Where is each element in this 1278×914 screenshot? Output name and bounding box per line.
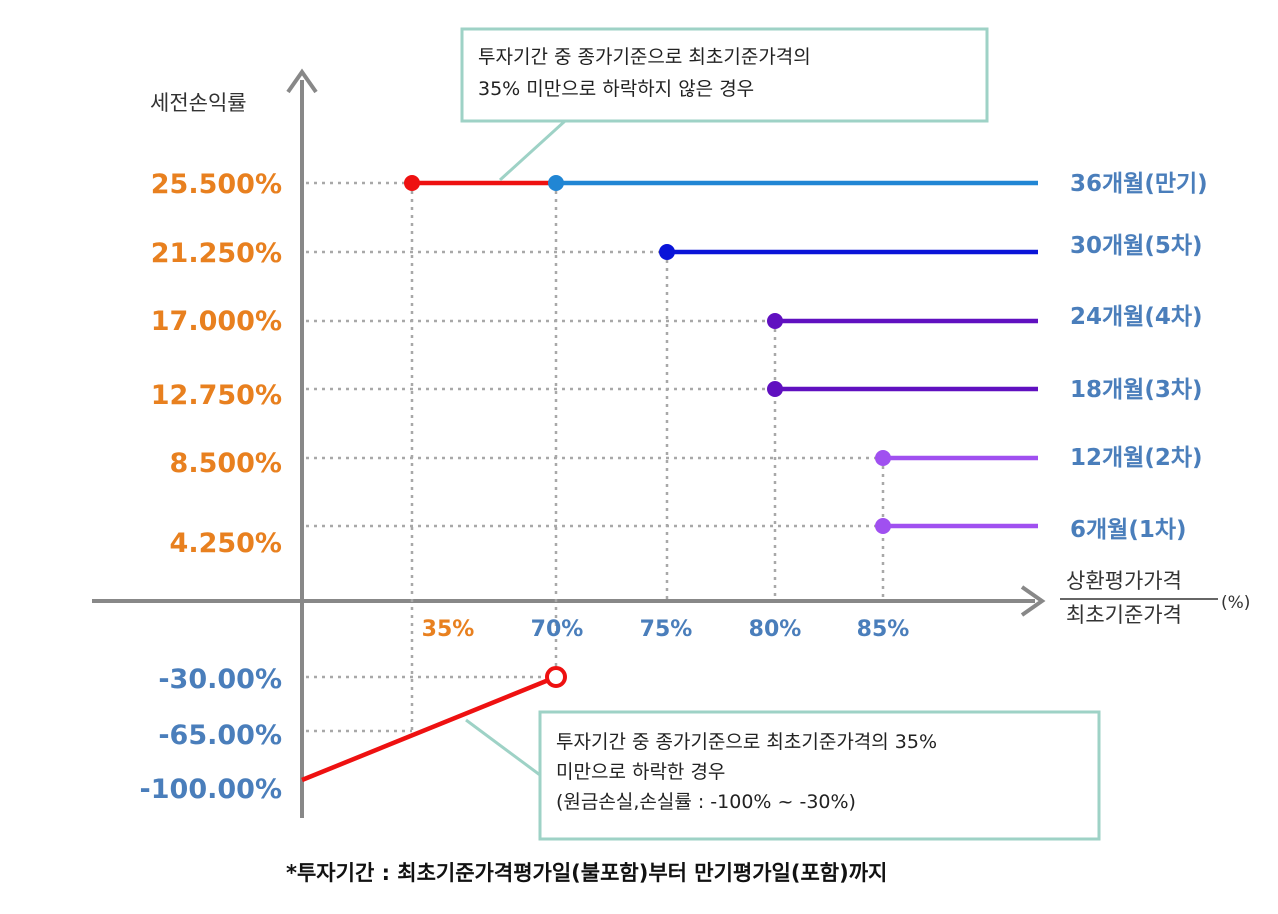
x-axis-unit: (%) [1221, 593, 1250, 613]
series-label-36m: 36개월(만기) [1070, 171, 1208, 197]
series-point-36m [548, 175, 564, 191]
bottom-annotation-line: 미만으로 하락한 경우 [556, 761, 725, 783]
loss-line [301, 674, 557, 783]
guide-lines [306, 181, 885, 733]
y-tick-label: 12.750% [151, 380, 282, 411]
x-tick-label: 35% [422, 617, 475, 642]
series-label-30m: 30개월(5차) [1070, 233, 1203, 259]
loss-end-point [545, 666, 567, 688]
y-tick-label-negative: -30.00% [158, 664, 282, 695]
y-axis-title: 세전손익률 [150, 91, 247, 115]
y-tick-label: 8.500% [170, 448, 282, 479]
series-point-24m [767, 313, 783, 329]
series-label-24m: 24개월(4차) [1070, 304, 1203, 330]
y-tick-label-negative: -100.00% [140, 774, 282, 805]
series-point-6m [875, 518, 891, 534]
y-tick-label: 21.250% [151, 238, 282, 269]
x-tick-label: 75% [640, 617, 693, 642]
series-point-12m [875, 450, 891, 466]
y-tick-label-negative: -65.00% [158, 720, 282, 751]
series-point-30m [659, 244, 675, 260]
x-axis-title-numerator: 상환평가가격 [1066, 569, 1182, 593]
x-tick-label: 70% [531, 617, 584, 642]
bottom-annotation-box [538, 710, 1101, 841]
knock-in-point [404, 175, 420, 191]
top-annotation-line: 투자기간 중 종가기준으로 최초기준가격의 [478, 46, 811, 68]
series-point-18m [767, 381, 783, 397]
series-label-6m: 6개월(1차) [1070, 517, 1187, 543]
footnote: *투자기간 : 최초기준가격평가일(불포함)부터 만기평가일(포함)까지 [286, 861, 887, 885]
x-axis-arrow [1020, 585, 1046, 617]
x-axis-title-denominator: 최초기준가격 [1066, 603, 1182, 627]
top-callout-pointer [498, 119, 567, 182]
top-annotation-line: 35% 미만으로 하락하지 않은 경우 [478, 78, 754, 100]
x-tick-label: 80% [749, 617, 802, 642]
x-tick-label: 85% [857, 617, 910, 642]
y-axis-arrow [286, 68, 318, 94]
y-tick-label: 17.000% [151, 306, 282, 337]
bottom-annotation-line: 투자기간 중 종가기준으로 최초기준가격의 35% [556, 731, 937, 753]
y-tick-label: 4.250% [170, 528, 282, 559]
series-label-18m: 18개월(3차) [1070, 377, 1203, 403]
series-label-12m: 12개월(2차) [1070, 445, 1203, 471]
y-tick-label: 25.500% [151, 169, 282, 200]
bottom-annotation-line: (원금손실,손실률 : -100% ~ -30%) [556, 791, 856, 813]
bottom-callout-pointer [465, 718, 541, 777]
top-annotation-box [460, 27, 989, 123]
